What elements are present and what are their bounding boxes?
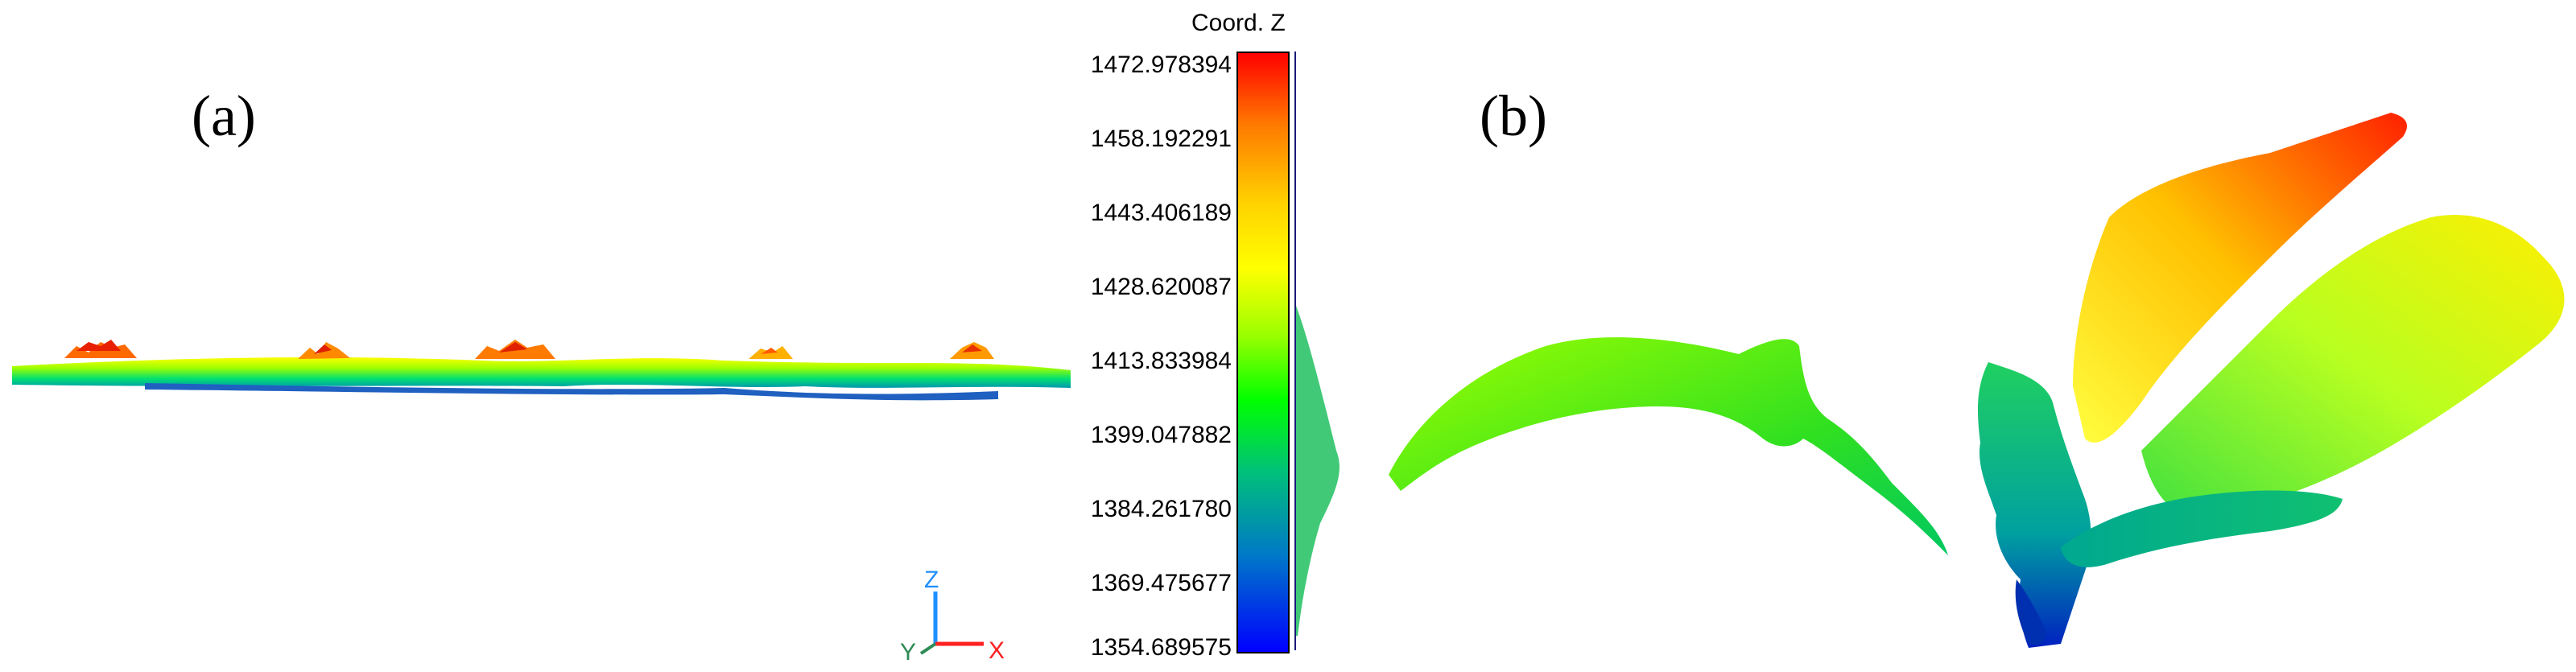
colorbar-histogram-axis — [1294, 52, 1296, 650]
colorbar-tick: 1369.475677 — [1090, 570, 1232, 596]
panel-b-point-cloud — [1389, 113, 2565, 648]
panel-b-label: (b) — [1480, 84, 1547, 148]
axis-z-label: Z — [924, 567, 939, 593]
colorbar-histogram — [1296, 306, 1340, 636]
colorbar-tick: 1428.620087 — [1090, 274, 1232, 300]
colorbar-title: Coord. Z — [1191, 10, 1286, 36]
colorbar-tick: 1458.192291 — [1090, 126, 1232, 152]
colorbar-tick: 1384.261780 — [1090, 496, 1232, 522]
panel-a-point-cloud — [12, 340, 1071, 401]
axis-y-label: Y — [900, 639, 916, 666]
colorbar-tick: 1399.047882 — [1090, 422, 1232, 448]
colorbar-tick: 1354.689575 — [1090, 634, 1232, 661]
panel-a-label: (a) — [192, 84, 256, 148]
axis-triad: Z Y X — [900, 567, 1005, 666]
colorbar-tick: 1443.406189 — [1090, 200, 1232, 226]
colorbar-tick: 1413.833984 — [1090, 348, 1232, 374]
colorbar-gradient — [1236, 52, 1290, 653]
colorbar-tick: 1472.978394 — [1090, 52, 1232, 78]
axis-x-label: X — [989, 637, 1005, 664]
